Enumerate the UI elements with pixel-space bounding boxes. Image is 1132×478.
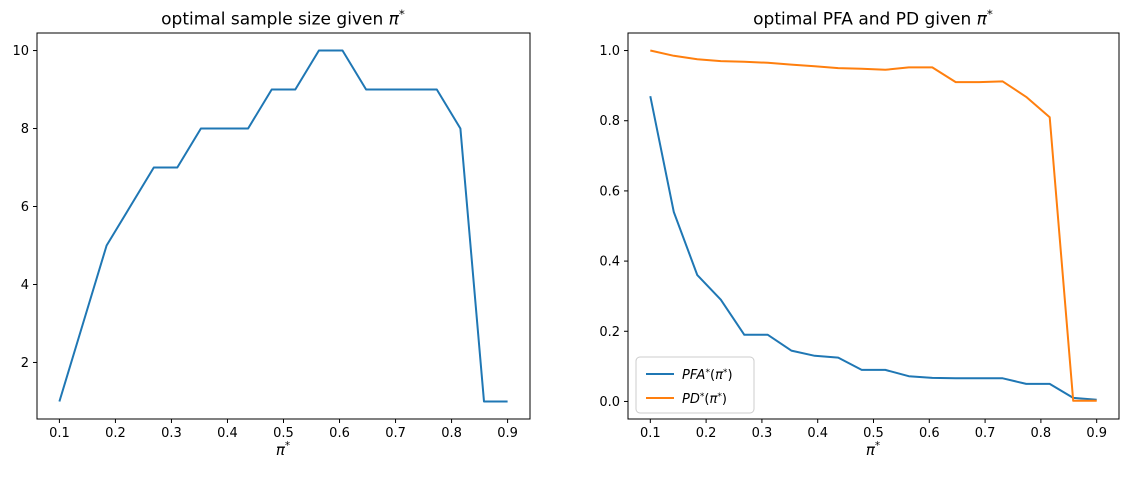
y-tick-label: 4	[21, 278, 29, 293]
y-tick-label: 2	[21, 356, 29, 371]
x-tick-label: 0.8	[1031, 426, 1052, 441]
y-tick-label: 0.0	[599, 395, 620, 410]
legend-pfa-label: PFA*(π*)	[682, 368, 733, 383]
sample-size-plot: 0.1 0.2 0.3 0.4 0.5 0.6 0.7 0.8 0.9 2 4 6 8 10	[12, 32, 531, 441]
x-tick-label: 0.3	[752, 426, 773, 441]
pfa-line	[649, 96, 1097, 401]
legend-pd-label: PD*(π*)	[682, 392, 727, 407]
legend: PFA*(π*) PD*(π*)	[635, 356, 755, 414]
x-tick-label: 0.9	[497, 426, 518, 441]
x-tick-label: 0.3	[161, 426, 182, 441]
y-tick-label: 10	[12, 44, 29, 59]
y-tick-label: 8	[21, 122, 29, 137]
y-tick-label: 0.4	[599, 255, 620, 270]
right-x-axis-label: π*	[865, 440, 881, 459]
right-chart-title: optimal PFA and PD given π*	[753, 7, 993, 30]
x-tick-label: 0.4	[807, 426, 828, 441]
y-tick-label: 6	[21, 200, 29, 215]
pd-line	[650, 49, 1097, 402]
x-tick-label: 0.6	[329, 426, 350, 441]
x-tick-label: 0.7	[385, 426, 406, 441]
x-tick-label: 0.1	[49, 426, 70, 441]
pfa-pd-plot: 0.1 0.2 0.3 0.4 0.5 0.6 0.7 0.8 0.9 0.0 0.2 0.4 0.6 0…	[599, 32, 1120, 441]
x-tick-label: 0.5	[273, 426, 294, 441]
y-tick-label: 0.6	[599, 184, 620, 199]
x-tick-label: 0.6	[919, 426, 940, 441]
x-tick-label: 0.2	[105, 426, 126, 441]
x-tick-label: 0.9	[1086, 426, 1107, 441]
left-x-axis-label: π*	[275, 440, 291, 459]
x-tick-label: 0.5	[863, 426, 884, 441]
x-tick-label: 0.1	[640, 426, 661, 441]
y-tick-label: 0.2	[599, 325, 620, 340]
axes-box	[36, 32, 531, 420]
y-tick-label: 1.0	[599, 44, 620, 59]
x-tick-label: 0.7	[975, 426, 996, 441]
x-tick-label: 0.2	[696, 426, 717, 441]
sample-size-line	[58, 49, 508, 403]
y-tick-label: 0.8	[599, 114, 620, 129]
left-chart-title: optimal sample size given π*	[161, 7, 405, 30]
x-tick-label: 0.8	[441, 426, 462, 441]
x-tick-label: 0.4	[217, 426, 238, 441]
